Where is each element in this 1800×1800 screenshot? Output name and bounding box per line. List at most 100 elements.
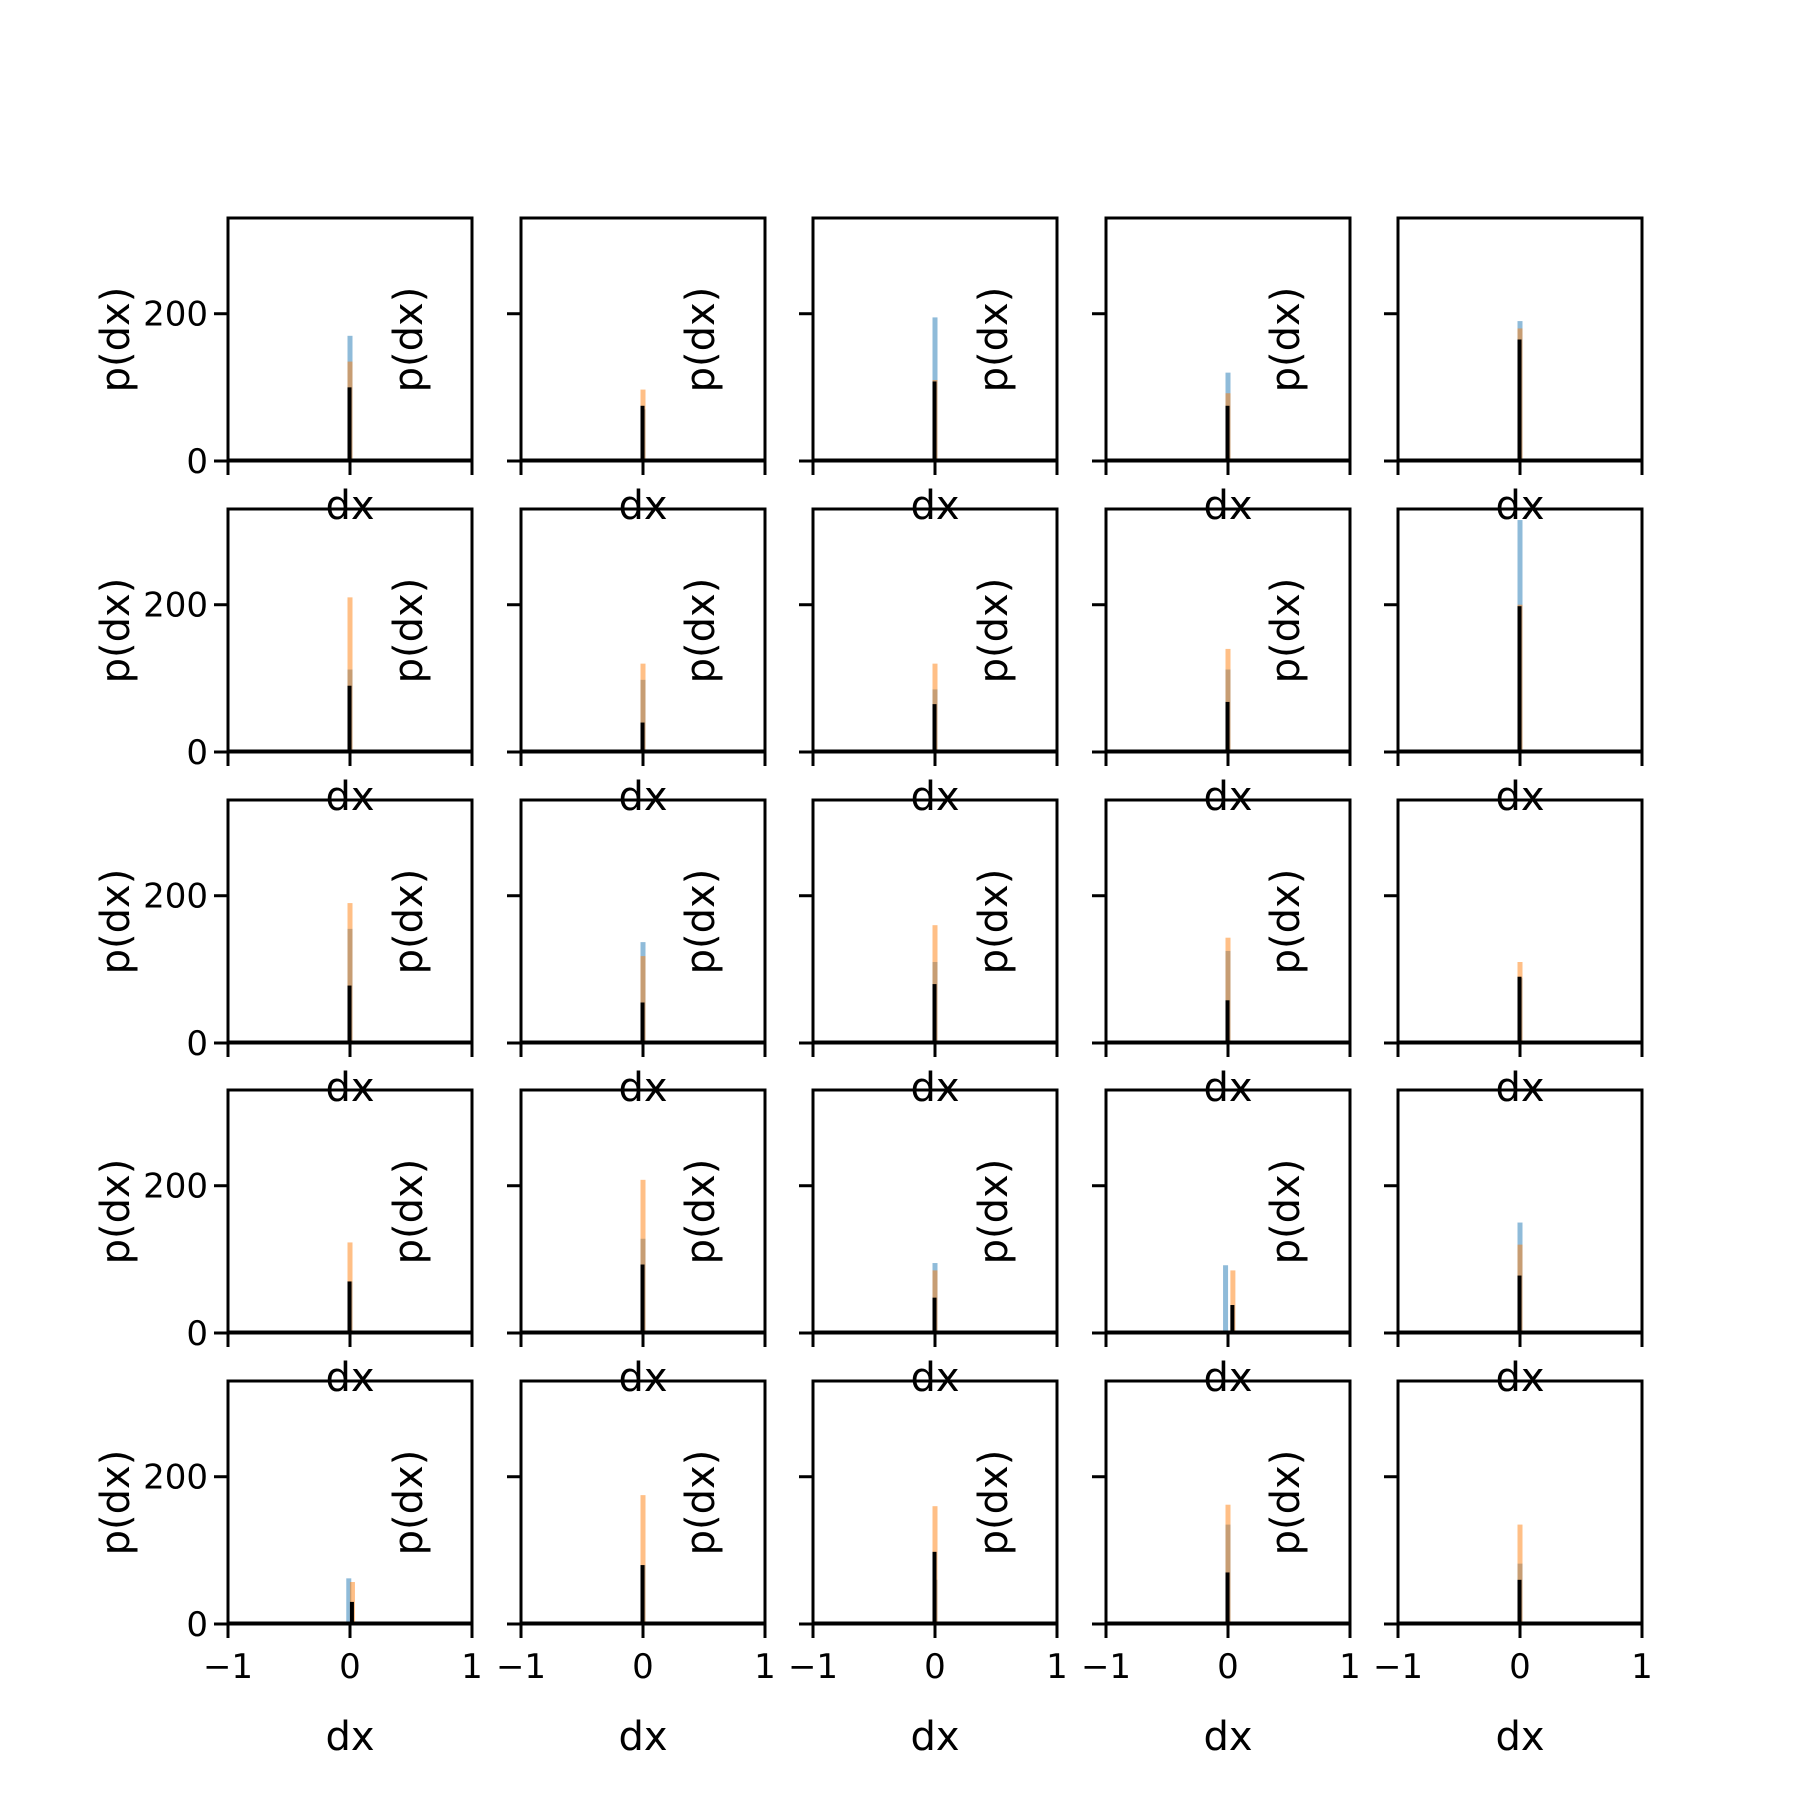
y-axis-label: p(dx) (678, 869, 724, 975)
blue-histogram-bar (346, 1578, 352, 1624)
panels: 0200dxp(dx)dxp(dx)dxp(dx)dxp(dx)dxp(dx)0… (93, 216, 1653, 1760)
y-axis-label: p(dx) (1263, 1450, 1309, 1556)
black-histogram-bar (347, 985, 352, 1043)
x-axis-label: dx (325, 1714, 374, 1760)
y-tick-label: 200 (143, 295, 208, 335)
x-axis-label: dx (618, 1065, 667, 1111)
black-histogram-bar (640, 1264, 645, 1333)
x-tick-label: 0 (1217, 1647, 1239, 1687)
y-axis-label: p(dx) (1263, 869, 1309, 975)
subplot-r1-c2: dx p(dx) (386, 216, 767, 529)
x-axis-label: dx (325, 774, 374, 820)
y-axis-label: p(dx) (678, 287, 724, 393)
x-axis-label: dx (618, 1355, 667, 1401)
black-histogram-bar (932, 1297, 937, 1333)
orange-histogram-bar (640, 663, 646, 752)
x-tick-label: 0 (924, 1647, 946, 1687)
y-axis-label: p(dx) (386, 287, 432, 393)
x-axis-label: dx (910, 1714, 959, 1760)
x-tick-label: 1 (1046, 1647, 1068, 1687)
subplot-r3-c5: dx p(dx) (1263, 798, 1644, 1111)
x-tick-label: 1 (1631, 1647, 1653, 1687)
x-tick-label: −1 (788, 1647, 838, 1687)
y-axis-label: p(dx) (1263, 578, 1309, 684)
x-tick-label: 1 (754, 1647, 776, 1687)
black-histogram-bar (640, 405, 645, 461)
x-axis-label: dx (910, 1355, 959, 1401)
x-axis-label: dx (1495, 1714, 1544, 1760)
blue-histogram-bar (1223, 1265, 1229, 1333)
y-tick-label: 0 (186, 1314, 208, 1354)
y-tick-label: 0 (186, 442, 208, 482)
y-axis-label: p(dx) (386, 578, 432, 684)
subplot-r2-c3: dx p(dx) (678, 507, 1059, 820)
black-histogram-bar (1517, 1275, 1522, 1333)
black-histogram-bar (1517, 1579, 1522, 1624)
black-histogram-bar (1517, 606, 1522, 752)
orange-histogram-bar (1225, 937, 1231, 1043)
black-histogram-bar (1517, 976, 1522, 1043)
y-axis-label: p(dx) (93, 869, 139, 975)
orange-histogram-bar (1225, 1504, 1231, 1624)
y-axis-label: p(dx) (386, 1159, 432, 1265)
y-tick-label: 0 (186, 733, 208, 773)
x-axis-label: dx (910, 774, 959, 820)
orange-histogram-bar (640, 956, 646, 1043)
subplot-r5-c4: −1 0 1 dx p(dx) (971, 1379, 1361, 1760)
y-axis-label: p(dx) (971, 287, 1017, 393)
x-axis-label: dx (1203, 1714, 1252, 1760)
x-axis-label: dx (910, 1065, 959, 1111)
x-tick-label: 0 (632, 1647, 654, 1687)
x-axis-label: dx (1203, 483, 1252, 529)
subplot-r4-c3: dx p(dx) (678, 1088, 1059, 1401)
x-tick-label: −1 (1373, 1647, 1423, 1687)
y-axis-label: p(dx) (93, 1159, 139, 1265)
y-axis-label: p(dx) (386, 1450, 432, 1556)
subplot-r1-c4: dx p(dx) (971, 216, 1352, 529)
black-histogram-bar (932, 1551, 937, 1624)
x-axis-label: dx (1495, 774, 1544, 820)
subplot-r2-c1: 0 200 dx p(dx) (93, 507, 474, 820)
subplot-r3-c4: dx p(dx) (971, 798, 1352, 1111)
black-histogram-bar (347, 1281, 352, 1333)
x-tick-label: −1 (496, 1647, 546, 1687)
black-histogram-bar (1225, 1000, 1230, 1043)
y-tick-label: 0 (186, 1024, 208, 1064)
y-axis-label: p(dx) (678, 1159, 724, 1265)
x-axis-label: dx (618, 1714, 667, 1760)
orange-histogram-bar (1225, 648, 1231, 752)
y-axis-label: p(dx) (93, 578, 139, 684)
y-axis-label: p(dx) (678, 578, 724, 684)
subplot-r3-c1: 0 200 dx p(dx) (93, 798, 474, 1111)
subplot-r4-c4: dx p(dx) (971, 1088, 1352, 1401)
orange-histogram-bar (1517, 1524, 1523, 1624)
x-tick-label: −1 (1081, 1647, 1131, 1687)
x-axis-label: dx (910, 483, 959, 529)
black-histogram-bar (1517, 339, 1522, 461)
black-histogram-bar (349, 1601, 354, 1624)
x-axis-label: dx (1203, 1355, 1252, 1401)
x-axis-label: dx (1203, 1065, 1252, 1111)
y-tick-label: 200 (143, 586, 208, 626)
y-axis-label: p(dx) (971, 1450, 1017, 1556)
x-axis-label: dx (325, 1355, 374, 1401)
x-tick-label: 0 (1509, 1647, 1531, 1687)
x-axis-label: dx (1495, 1065, 1544, 1111)
subplot-r5-c5: −1 0 1 dx p(dx) (1263, 1379, 1653, 1760)
x-axis-label: dx (325, 1065, 374, 1111)
subplot-r4-c1: 0 200 dx p(dx) (93, 1088, 474, 1401)
black-histogram-bar (640, 722, 645, 752)
y-axis-label: p(dx) (971, 1159, 1017, 1265)
black-histogram-bar (347, 685, 352, 752)
y-axis-label: p(dx) (93, 287, 139, 393)
orange-histogram-bar (640, 1495, 646, 1624)
x-tick-label: 1 (1339, 1647, 1361, 1687)
y-tick-label: 0 (186, 1605, 208, 1645)
black-histogram-bar (1225, 1572, 1230, 1624)
x-tick-label: 1 (461, 1647, 483, 1687)
orange-histogram-bar (347, 903, 353, 1043)
y-axis-label: p(dx) (971, 578, 1017, 684)
